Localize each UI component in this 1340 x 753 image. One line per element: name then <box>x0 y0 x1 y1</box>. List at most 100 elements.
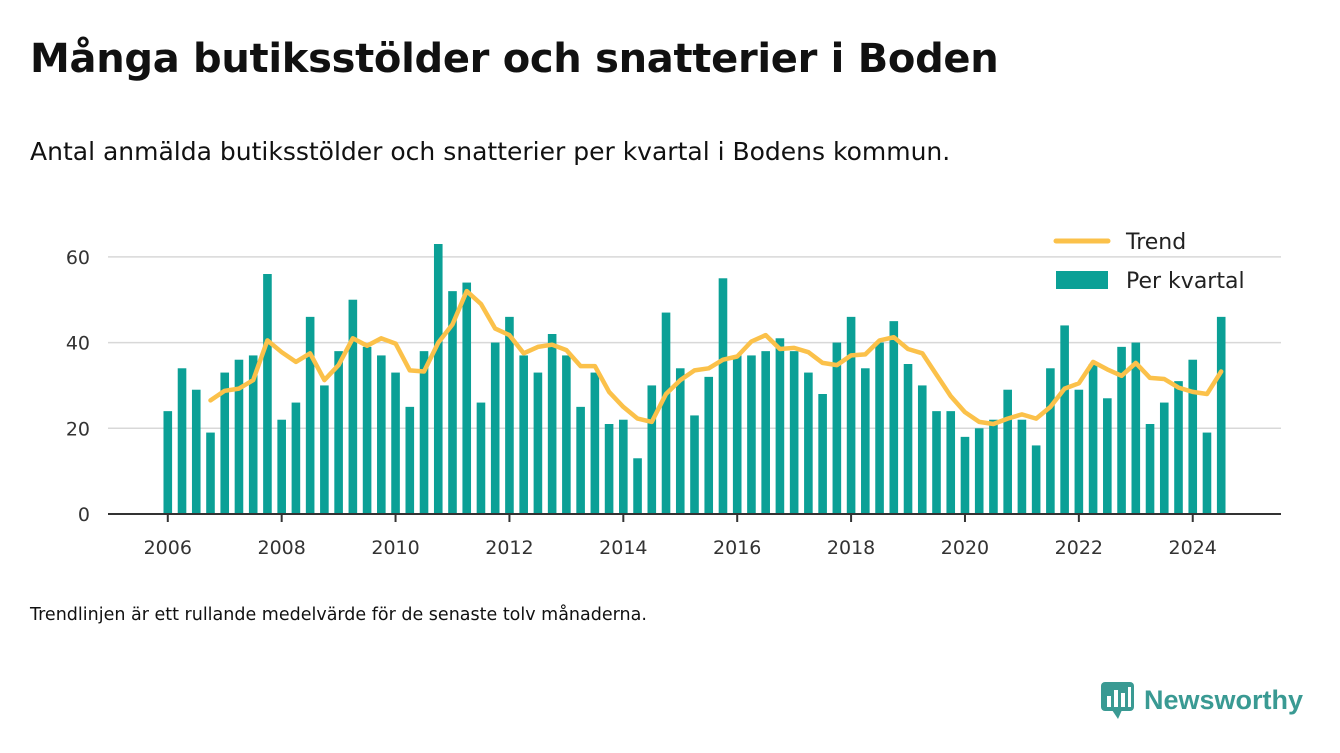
bar <box>1145 424 1155 514</box>
bar <box>989 419 998 514</box>
bar <box>248 355 258 514</box>
bar <box>903 364 913 514</box>
bar <box>619 419 628 514</box>
bar <box>804 372 813 514</box>
bar <box>1074 389 1084 514</box>
legend-trend-label: Trend <box>1125 230 1186 255</box>
x-tick-label: 2014 <box>599 537 647 559</box>
bar <box>163 411 173 514</box>
bar <box>1159 402 1169 514</box>
bar <box>732 355 742 514</box>
bar <box>761 351 770 514</box>
bar <box>476 402 486 514</box>
bar <box>1188 359 1198 514</box>
y-tick-label: 20 <box>66 418 90 440</box>
bar <box>562 355 571 514</box>
bar <box>1202 432 1212 514</box>
x-tick-label: 2020 <box>941 537 989 559</box>
x-tick-label: 2010 <box>371 537 419 559</box>
y-tick-label: 40 <box>66 333 90 355</box>
bar <box>334 351 343 514</box>
chart-title: Många butiksstölder och snatterier i Bod… <box>30 36 999 82</box>
bar <box>263 274 272 514</box>
axes: 0 20 40 60 2006 2008 2010 2012 2014 2016 2018 2020 2… <box>66 247 1281 559</box>
bar <box>462 282 472 514</box>
bar <box>1103 398 1112 514</box>
bar <box>747 355 756 514</box>
y-tick-label: 0 <box>78 504 90 526</box>
x-tick-label: 2012 <box>485 537 533 559</box>
bar <box>177 368 187 514</box>
bar <box>818 394 827 514</box>
bar-line-chart: 0 20 40 60 2006 2008 2010 2012 2014 2016 2018 2020 2… <box>66 230 1281 559</box>
bar <box>946 411 956 514</box>
bar <box>305 316 315 514</box>
bar <box>861 368 870 514</box>
bar <box>377 355 386 514</box>
bar <box>348 299 358 514</box>
bar <box>832 342 842 514</box>
bar <box>789 351 799 514</box>
bar <box>718 278 728 514</box>
bar <box>576 406 585 514</box>
bar <box>1017 419 1027 514</box>
bar <box>1003 389 1012 514</box>
bar <box>320 385 329 514</box>
bar <box>932 411 941 514</box>
brand-name: Newsworthy <box>1144 684 1304 715</box>
bar <box>277 419 286 514</box>
x-tick-label: 2024 <box>1169 537 1217 559</box>
bar <box>220 372 230 514</box>
legend-bar-swatch <box>1056 271 1108 289</box>
legend: Trend Per kvartal <box>1053 230 1245 294</box>
x-tick-label: 2022 <box>1055 537 1103 559</box>
bar <box>633 458 642 514</box>
bar <box>917 385 927 514</box>
x-tick-label: 2008 <box>257 537 305 559</box>
bar <box>590 372 600 514</box>
bar <box>846 316 856 514</box>
bar <box>1117 346 1126 514</box>
bar <box>647 385 657 514</box>
trend-line <box>208 288 1224 427</box>
bar <box>1060 325 1069 514</box>
newsworthy-logo-icon <box>1101 682 1134 719</box>
bar <box>974 428 984 514</box>
bar <box>889 321 899 514</box>
bar <box>875 342 884 514</box>
bar <box>234 359 244 514</box>
bar <box>533 372 543 514</box>
bar <box>1174 381 1183 514</box>
chart-subtitle: Antal anmälda butiksstölder och snatteri… <box>30 137 951 166</box>
bar <box>690 415 699 514</box>
x-tick-label: 2016 <box>713 537 761 559</box>
bar <box>490 342 500 514</box>
bar <box>1046 368 1055 514</box>
bar <box>291 402 301 514</box>
bar <box>448 291 457 514</box>
chart-note: Trendlinjen är ett rullande medelvärde f… <box>30 605 647 625</box>
bar <box>1131 342 1141 514</box>
bar <box>362 346 372 514</box>
bar <box>519 355 528 514</box>
bar <box>405 406 415 514</box>
bar <box>1031 445 1041 514</box>
trend-line-layer <box>208 288 1224 427</box>
bar <box>206 432 215 514</box>
newsworthy-logo: Newsworthy <box>1100 680 1303 720</box>
bars-per-kvartal <box>163 244 1226 514</box>
bar <box>604 424 614 514</box>
bar <box>505 316 514 514</box>
x-tick-label: 2018 <box>827 537 875 559</box>
bar <box>391 372 400 514</box>
bar <box>675 368 685 514</box>
bar <box>1216 316 1226 514</box>
bar <box>419 351 429 514</box>
x-tick-label: 2006 <box>144 537 192 559</box>
bar <box>547 334 557 514</box>
bar <box>960 436 970 514</box>
bar <box>661 312 671 514</box>
bar <box>433 244 443 514</box>
bar <box>775 338 785 514</box>
bar <box>704 376 714 514</box>
